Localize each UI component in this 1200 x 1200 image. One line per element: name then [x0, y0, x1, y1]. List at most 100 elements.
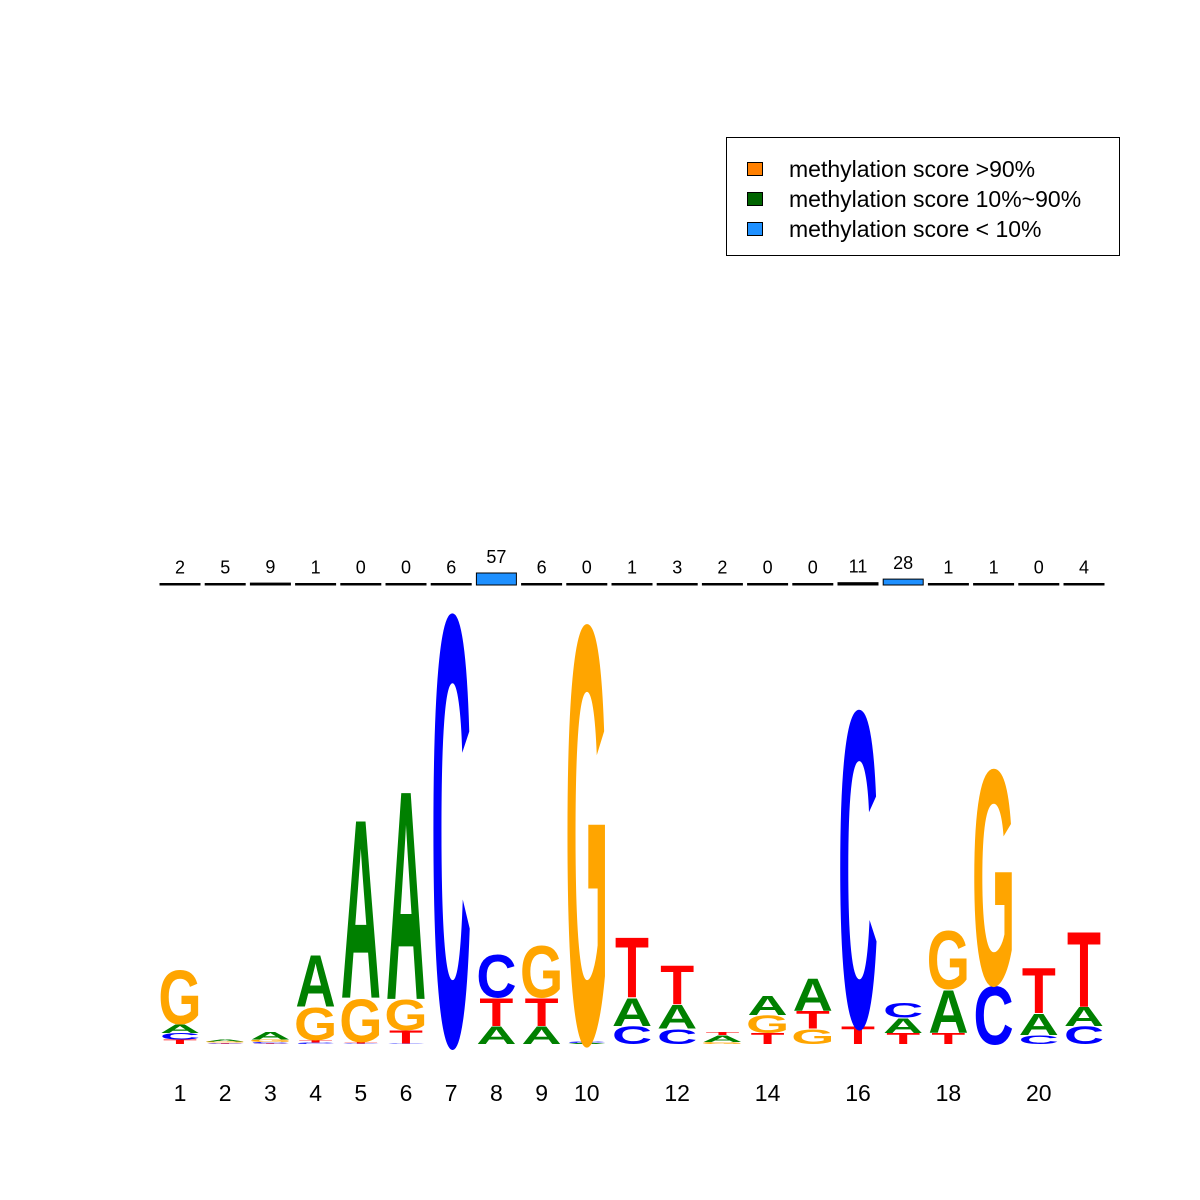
x-tick-label: 3	[264, 1080, 277, 1106]
methylation-bar	[792, 583, 834, 586]
logo-letter-A: A	[522, 1022, 562, 1050]
methylation-count-label: 1	[989, 558, 999, 578]
logo-letter-G: G	[972, 704, 1015, 1049]
logo-letter-T: T	[525, 991, 559, 1036]
methylation-bar	[475, 572, 517, 586]
methylation-bar	[747, 583, 789, 586]
legend: methylation score >90% methylation score…	[726, 137, 1120, 256]
x-axis-tick-labels: 1 2 3 4 5 6 7 8 9 10 12 14 16 18 20	[174, 1080, 1052, 1106]
legend-item-low: methylation score < 10%	[747, 214, 1042, 244]
methylation-bar	[701, 583, 743, 586]
logo-letter-C: C	[431, 486, 471, 1175]
logo-letter-A: A	[702, 1034, 742, 1044]
logo-letter-C: C	[476, 943, 516, 1011]
logo-letter-C: C	[205, 1042, 245, 1043]
logo-letter-T: T	[208, 1043, 242, 1044]
legend-item-high: methylation score >90%	[747, 154, 1035, 184]
x-tick-label: 6	[400, 1080, 413, 1106]
logo-letter-G: G	[746, 1011, 789, 1039]
methylation-count-label: 5	[220, 558, 230, 578]
logo-letter-A: A	[928, 978, 968, 1046]
methylation-bar	[521, 583, 563, 586]
logo-letter-G: G	[520, 931, 563, 1014]
legend-item-mid: methylation score 10%~90%	[747, 184, 1081, 214]
logo-letter-T: T	[1022, 954, 1056, 1027]
methylation-count-label: 0	[808, 558, 818, 578]
methylation-count-label: 4	[1079, 558, 1089, 578]
methylation-bar	[249, 582, 291, 586]
methylation-count-label: 0	[1034, 558, 1044, 578]
logo-letter-T: T	[344, 1042, 378, 1044]
logo-letter-G: G	[565, 501, 608, 1170]
logo-letter-G: G	[158, 955, 201, 1041]
methylation-bar	[340, 583, 382, 586]
methylation-bar	[973, 583, 1015, 586]
x-tick-label: 14	[755, 1080, 781, 1106]
methylation-count-label: 11	[849, 557, 868, 577]
methylation-bar	[882, 578, 924, 586]
logo-letter-A: A	[296, 940, 336, 1023]
logo-letter-A: A	[567, 1043, 607, 1045]
logo-letter-C: C	[250, 1042, 290, 1044]
x-tick-label: 5	[354, 1080, 367, 1106]
legend-swatch-orange	[747, 162, 763, 176]
methylation-count-label: 28	[893, 553, 913, 573]
methylation-bar	[1063, 583, 1105, 586]
logo-letter-G: G	[294, 998, 337, 1050]
x-tick-label: 12	[664, 1080, 690, 1106]
legend-label-low: methylation score < 10%	[789, 215, 1042, 242]
logo-letter-T: T	[841, 1022, 875, 1050]
x-tick-label: 1	[174, 1080, 187, 1106]
methylation-bar	[1018, 583, 1060, 586]
logo-letter-G: G	[339, 987, 382, 1055]
x-tick-label: 16	[845, 1080, 871, 1106]
legend-label-high: methylation score >90%	[789, 155, 1036, 182]
methylation-count-label: 1	[627, 558, 637, 578]
logo-letter-C: C	[883, 998, 923, 1022]
methylation-count-label: 0	[356, 558, 366, 578]
logo-letter-C: C	[160, 1031, 200, 1041]
methylation-count-label: 0	[763, 558, 773, 578]
logo-letter-G: G	[701, 1041, 744, 1044]
logo-letter-C: C	[341, 1043, 381, 1044]
logo-letter-A: A	[250, 1030, 290, 1042]
methylation-count-label: 2	[717, 558, 727, 578]
x-tick-label: 9	[535, 1080, 548, 1106]
methylation-bar	[204, 583, 246, 586]
logo-letter-G: G	[791, 1025, 834, 1049]
methylation-count-label: 2	[175, 558, 185, 578]
methylation-bar	[295, 583, 337, 586]
logo-letter-T: T	[751, 1030, 785, 1047]
logo-letter-A: A	[386, 728, 426, 1063]
logo-letter-T: T	[931, 1030, 965, 1047]
methylation-bar	[385, 583, 427, 586]
logo-letter-T: T	[299, 1039, 333, 1043]
x-tick-label: 8	[490, 1080, 503, 1106]
methylation-bar	[927, 583, 969, 586]
x-tick-label: 10	[574, 1080, 600, 1106]
methylation-count-label: 1	[311, 558, 321, 578]
logo-letter-A: A	[748, 990, 788, 1021]
logo-letter-C: C	[1064, 1022, 1104, 1050]
legend-label-mid: methylation score 10%~90%	[789, 185, 1082, 212]
logo-letter-G: G	[384, 991, 427, 1040]
logo-letter-C: C	[1019, 1033, 1059, 1047]
logo-letter-C: C	[567, 1042, 607, 1044]
logo-letter-A: A	[341, 767, 381, 1053]
methylation-count-label: 1	[943, 558, 953, 578]
methylation-bars-layer	[159, 572, 1105, 586]
logo-letter-C: C	[296, 1042, 336, 1044]
methylation-count-label: 6	[446, 558, 456, 578]
logo-letter-T: T	[163, 1039, 197, 1046]
x-tick-label: 4	[309, 1080, 322, 1106]
logo-letter-G: G	[249, 1039, 292, 1043]
methylation-count-label: 9	[265, 557, 275, 577]
logo-letter-G: G	[927, 913, 970, 1006]
logo-letter-A: A	[160, 1022, 200, 1036]
methylation-count-label: 0	[582, 558, 592, 578]
logo-letter-C: C	[612, 1022, 652, 1050]
methylation-bar	[159, 583, 201, 586]
logo-letter-C: C	[657, 1025, 697, 1049]
